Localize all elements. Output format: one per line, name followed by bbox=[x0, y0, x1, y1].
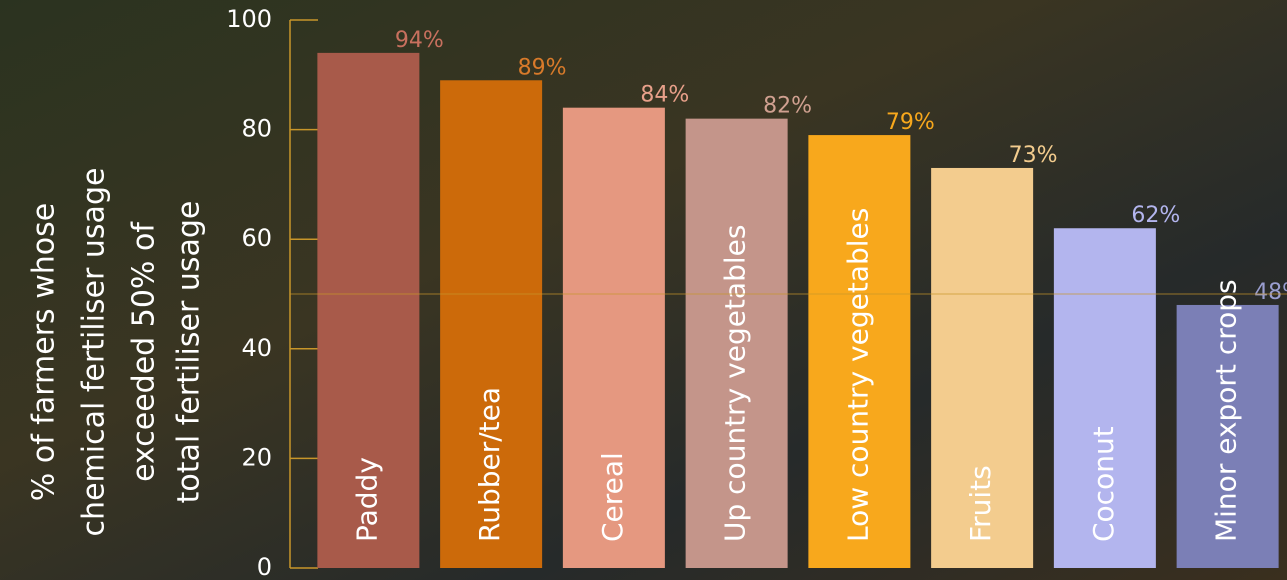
y-tick-label: 80 bbox=[241, 115, 272, 143]
value-label: 62% bbox=[1131, 203, 1180, 228]
category-label: Paddy bbox=[350, 457, 383, 542]
bar bbox=[808, 135, 911, 568]
bar bbox=[317, 52, 420, 568]
y-axis-label-line: exceeded 50% of bbox=[127, 221, 162, 482]
y-axis-label-line: % of farmers whose bbox=[27, 203, 62, 501]
category-label: Fruits bbox=[964, 465, 997, 542]
y-tick-label: 100 bbox=[226, 5, 272, 33]
y-tick-label: 60 bbox=[241, 224, 272, 252]
y-tick-label: 20 bbox=[241, 443, 272, 471]
value-label: 84% bbox=[640, 83, 689, 108]
y-tick-label: 0 bbox=[257, 553, 272, 580]
y-axis-label: % of farmers whose chemical fertiliser us… bbox=[27, 168, 207, 537]
y-axis-label-line: total fertiliser usage bbox=[172, 201, 207, 504]
value-label: 89% bbox=[518, 55, 567, 80]
y-axis-label-line: chemical fertiliser usage bbox=[77, 168, 112, 537]
value-label: 48% bbox=[1254, 280, 1287, 305]
category-label: Coconut bbox=[1087, 426, 1120, 542]
value-label: 82% bbox=[763, 94, 812, 119]
bar bbox=[1053, 228, 1156, 569]
category-label: Up country vegetables bbox=[719, 225, 752, 542]
bar bbox=[440, 80, 543, 568]
bar bbox=[685, 118, 788, 568]
y-tick-label: 40 bbox=[241, 334, 272, 362]
category-label: Low country vegetables bbox=[841, 208, 874, 542]
bar bbox=[1176, 304, 1279, 568]
value-label: 79% bbox=[886, 110, 935, 135]
category-label: Rubber/tea bbox=[473, 387, 506, 542]
category-label: Cereal bbox=[596, 452, 629, 542]
category-label: Minor export crops bbox=[1210, 279, 1243, 542]
bar bbox=[562, 107, 665, 569]
value-label: 94% bbox=[395, 28, 444, 53]
bar bbox=[931, 167, 1034, 568]
value-label: 73% bbox=[1009, 143, 1058, 168]
